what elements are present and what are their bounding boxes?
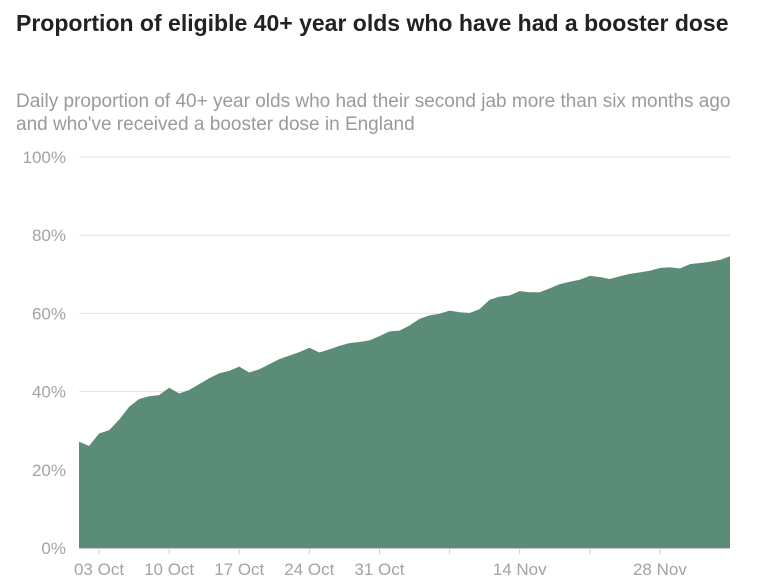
y-tick-label: 100% xyxy=(23,148,66,167)
x-tick-label: 24 Oct xyxy=(284,560,334,579)
x-tick-label: 03 Oct xyxy=(74,560,124,579)
x-tick-label: 31 Oct xyxy=(354,560,404,579)
y-tick-label: 80% xyxy=(32,226,66,245)
y-tick-label: 60% xyxy=(32,304,66,323)
y-tick-label: 0% xyxy=(41,539,66,558)
series-area xyxy=(79,256,730,548)
x-tick-label: 28 Nov xyxy=(633,560,687,579)
axes: 0% 20% 40% 60% 80% 100% 03 Oct 10 Oct 17 Oct 24 O… xyxy=(23,148,730,579)
chart-title: Proportion of eligible 40+ year olds who… xyxy=(16,10,729,36)
x-tick-label: 17 Oct xyxy=(214,560,264,579)
y-tick-label: 20% xyxy=(32,461,66,480)
y-tick-label: 40% xyxy=(32,383,66,402)
booster-proportion-area xyxy=(79,256,730,548)
x-tick-label: 10 Oct xyxy=(144,560,194,579)
chart-subtitle: Daily proportion of 40+ year olds who ha… xyxy=(16,91,731,135)
x-tick-label: 14 Nov xyxy=(493,560,547,579)
